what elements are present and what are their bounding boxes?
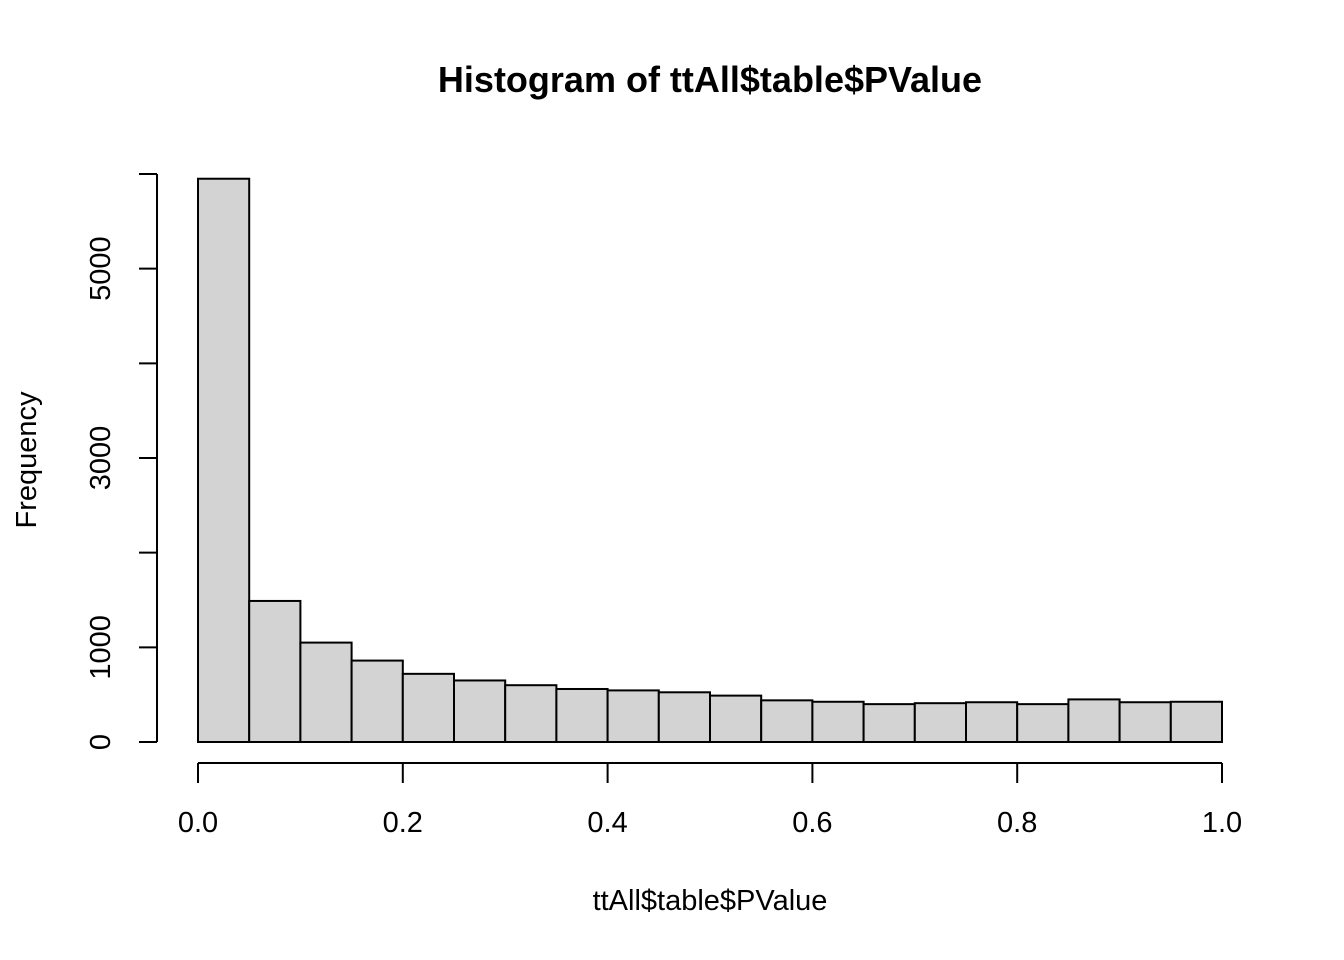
histogram-bar bbox=[862, 703, 916, 744]
bars-group bbox=[197, 177, 1224, 744]
chart-title: Histogram of ttAll$table$PValue bbox=[438, 59, 982, 100]
y-axis: 0 1000 3000 5000 bbox=[85, 173, 158, 750]
x-tick-label: 1.0 bbox=[1202, 807, 1242, 839]
histogram-bar bbox=[709, 694, 763, 744]
histogram-bar bbox=[1118, 701, 1172, 743]
y-tick-label: 0 bbox=[85, 734, 117, 750]
x-axis-label: ttAll$table$PValue bbox=[593, 885, 828, 917]
x-tick-label: 0.4 bbox=[587, 807, 627, 839]
histogram-bar bbox=[657, 691, 711, 743]
histogram-bar bbox=[1169, 700, 1224, 743]
x-tick-label: 0.0 bbox=[178, 807, 218, 839]
histogram-bar bbox=[299, 641, 353, 743]
y-tick-label: 1000 bbox=[85, 615, 117, 680]
y-tick-label: 5000 bbox=[85, 236, 117, 301]
histogram-bar bbox=[606, 689, 660, 744]
x-tick-label: 0.6 bbox=[792, 807, 832, 839]
histogram-bar bbox=[504, 684, 558, 744]
histogram-bar bbox=[913, 702, 967, 743]
x-tick-label: 0.2 bbox=[383, 807, 423, 839]
histogram-bar bbox=[401, 672, 455, 744]
histogram-bar bbox=[760, 699, 814, 744]
histogram-bar bbox=[350, 659, 404, 743]
histogram-bar bbox=[248, 599, 302, 743]
x-tick-label: 0.8 bbox=[997, 807, 1037, 839]
histogram-bar bbox=[1067, 698, 1121, 744]
histogram-bar bbox=[555, 687, 609, 744]
y-axis-label: Frequency bbox=[11, 391, 43, 529]
histogram-bar bbox=[197, 177, 251, 743]
histogram-bar bbox=[453, 679, 507, 744]
histogram-bar bbox=[811, 700, 865, 743]
x-axis: 0.0 0.2 0.4 0.6 0.8 1.0 bbox=[178, 762, 1242, 839]
histogram-bar bbox=[965, 701, 1019, 743]
y-tick-label: 3000 bbox=[85, 426, 117, 491]
histogram-bar bbox=[1016, 703, 1070, 744]
